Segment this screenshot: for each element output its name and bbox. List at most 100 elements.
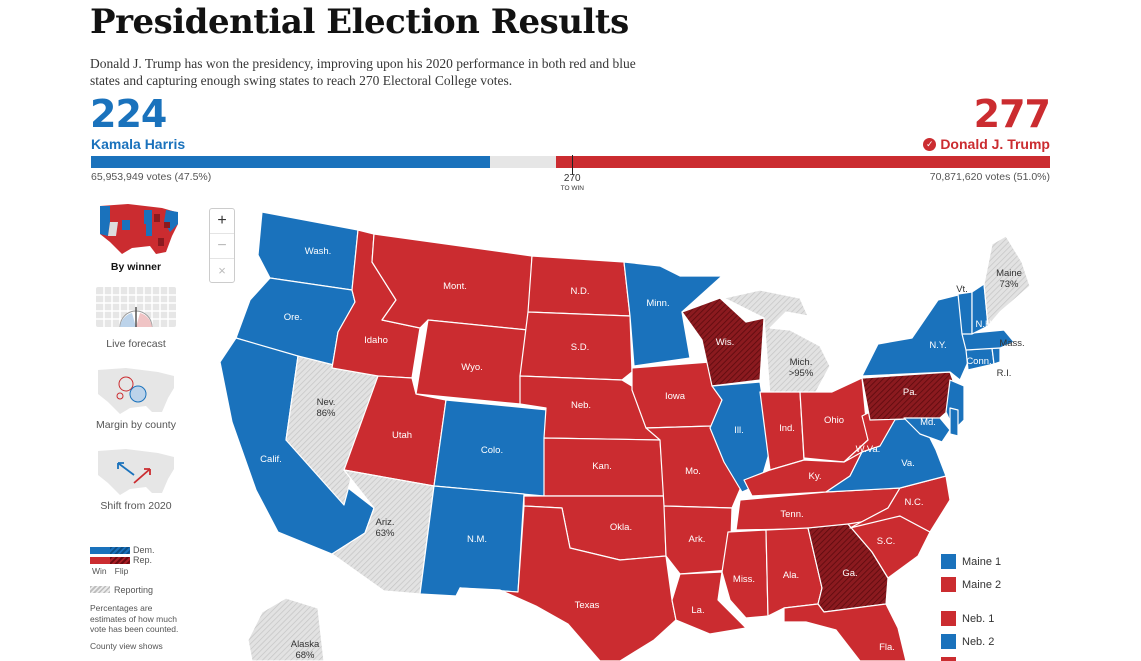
state-label-ma: Mass. xyxy=(999,338,1024,349)
map-legend: Dem. Rep. Win Flip Reporting Percentages… xyxy=(90,545,185,651)
state-label-ct: Conn. xyxy=(966,356,991,367)
state-label-ms: Miss. xyxy=(733,574,755,585)
state-label-pa: Pa. xyxy=(903,387,917,398)
rep-win-swatch xyxy=(90,556,110,564)
view-margin-by-county[interactable]: Margin by county xyxy=(90,364,182,431)
state-nc[interactable] xyxy=(849,475,951,533)
state-label-nh: N.H. xyxy=(976,319,995,330)
district-swatch xyxy=(941,554,956,569)
page-title: Presidential Election Results xyxy=(90,2,629,42)
zoom-in-button[interactable]: + xyxy=(210,209,234,234)
state-label-ga: Ga. xyxy=(842,568,857,579)
district-label: Neb. 1 xyxy=(962,612,995,625)
state-label-wv: W.Va. xyxy=(856,444,881,455)
reporting-swatch xyxy=(90,586,110,594)
state-label-ia: Iowa xyxy=(665,391,686,402)
trump-name: Donald J. Trump xyxy=(940,136,1050,152)
state-ri[interactable] xyxy=(991,347,1001,365)
to-win-label: 270 TO WIN xyxy=(561,173,584,192)
state-label-ks: Kan. xyxy=(592,461,612,472)
district-label: Maine 1 xyxy=(962,555,1002,568)
state-label-ar: Ark. xyxy=(689,534,706,545)
to-win-marker xyxy=(572,155,574,175)
legend-reporting-label: Reporting xyxy=(114,584,154,595)
state-label-ok: Okla. xyxy=(610,522,632,533)
state-label-md: Md. xyxy=(920,417,936,428)
state-label-nd: N.D. xyxy=(571,286,590,297)
view-label: Shift from 2020 xyxy=(100,500,172,512)
state-label-az: Ariz. 63% xyxy=(375,517,395,539)
state-label-al: Ala. xyxy=(783,570,799,581)
state-label-nm: N.M. xyxy=(467,534,487,545)
summary-text: Donald J. Trump has won the presidency, … xyxy=(90,56,636,88)
state-me[interactable] xyxy=(983,235,1031,327)
legend-rep-label: Rep. xyxy=(133,554,153,565)
state-md[interactable] xyxy=(903,417,951,443)
district-swatch xyxy=(941,611,956,626)
state-label-tn: Tenn. xyxy=(780,509,803,520)
district-more xyxy=(941,657,956,661)
forecast-grid-icon xyxy=(96,287,176,328)
dem-win-swatch xyxy=(90,546,110,554)
rep-flip-swatch xyxy=(110,556,130,564)
state-label-oh: Ohio xyxy=(824,415,844,426)
state-ar[interactable] xyxy=(663,505,733,575)
state-label-ca: Calif. xyxy=(260,454,282,465)
harris-name: Kamala Harris xyxy=(91,136,186,152)
state-label-va: Va. xyxy=(901,458,915,469)
winner-map-thumbnail-icon xyxy=(100,204,178,254)
state-label-ri: R.I. xyxy=(997,368,1012,379)
dem-ev-segment xyxy=(91,156,491,168)
state-label-mt: Mont. xyxy=(443,281,467,292)
winner-check-icon: ✓ xyxy=(923,137,937,151)
state-label-ky: Ky. xyxy=(808,471,821,482)
state-label-sd: S.D. xyxy=(571,342,589,353)
view-shift-from-2020[interactable]: Shift from 2020 xyxy=(90,445,182,512)
district-label: Maine 2 xyxy=(962,578,1002,591)
zoom-out-button[interactable]: − xyxy=(210,234,234,259)
state-ma[interactable] xyxy=(961,329,1015,351)
state-label-fl: Fla. xyxy=(879,642,895,653)
district-swatch xyxy=(941,634,956,649)
state-label-wy: Wyo. xyxy=(461,362,483,373)
harris-electoral-count: 224 xyxy=(90,92,167,136)
state-ak[interactable] xyxy=(247,597,325,661)
state-label-ak: Alaska 68% xyxy=(291,639,320,661)
legend-win-label: Win xyxy=(92,566,107,576)
state-ny[interactable] xyxy=(861,293,975,381)
legend-note-county: County view shows xyxy=(90,640,163,651)
state-fl[interactable] xyxy=(783,603,907,661)
state-label-mi: Mich. >95% xyxy=(789,357,814,379)
district-neb-2[interactable]: Neb. 2 xyxy=(941,634,994,649)
legend-dem-row: Dem. xyxy=(90,545,185,555)
district-neb-1[interactable]: Neb. 1 xyxy=(941,611,994,626)
to-win-number: 270 xyxy=(563,173,581,184)
state-label-me: Maine 73% xyxy=(996,268,1022,290)
state-de[interactable] xyxy=(949,407,959,437)
trump-popular-vote: 70,871,620 votes (51.0%) xyxy=(929,171,1050,183)
legend-win-flip-row: Win Flip xyxy=(90,566,185,577)
state-label-la: La. xyxy=(691,605,704,616)
state-label-sc: S.C. xyxy=(877,536,895,547)
state-la[interactable] xyxy=(671,571,747,635)
state-wi[interactable] xyxy=(681,297,765,387)
bubble-map-icon xyxy=(98,368,174,414)
zoom-reset-button[interactable]: × xyxy=(218,263,226,278)
state-tx[interactable] xyxy=(459,505,677,661)
state-label-tx: Texas xyxy=(575,600,600,611)
state-label-mo: Mo. xyxy=(685,466,701,477)
trump-electoral-count: 277 xyxy=(973,92,1051,136)
view-label: Live forecast xyxy=(106,338,166,350)
district-maine-2[interactable]: Maine 2 xyxy=(941,577,1001,592)
district-maine-1[interactable]: Maine 1 xyxy=(941,554,1001,569)
dem-flip-swatch xyxy=(110,546,130,554)
state-label-il: Ill. xyxy=(734,425,744,436)
view-by-winner[interactable]: By winner xyxy=(90,202,182,273)
trump-name-row: ✓ Donald J. Trump xyxy=(923,136,1050,152)
state-label-vt: Vt. xyxy=(956,284,968,295)
state-sd[interactable] xyxy=(519,311,633,381)
shift-arrows-icon xyxy=(98,449,174,495)
view-live-forecast[interactable]: Live forecast xyxy=(90,283,182,350)
state-label-co: Colo. xyxy=(481,445,503,456)
